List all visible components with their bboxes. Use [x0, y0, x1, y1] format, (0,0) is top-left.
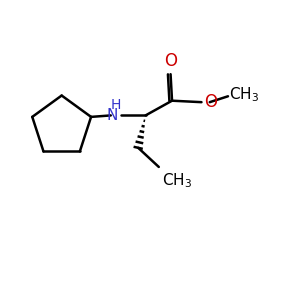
- Text: H: H: [111, 98, 121, 112]
- Text: CH$_3$: CH$_3$: [230, 85, 260, 104]
- Text: CH$_3$: CH$_3$: [162, 171, 192, 190]
- Text: N: N: [107, 108, 118, 123]
- Text: O: O: [164, 52, 177, 70]
- Text: O: O: [204, 93, 218, 111]
